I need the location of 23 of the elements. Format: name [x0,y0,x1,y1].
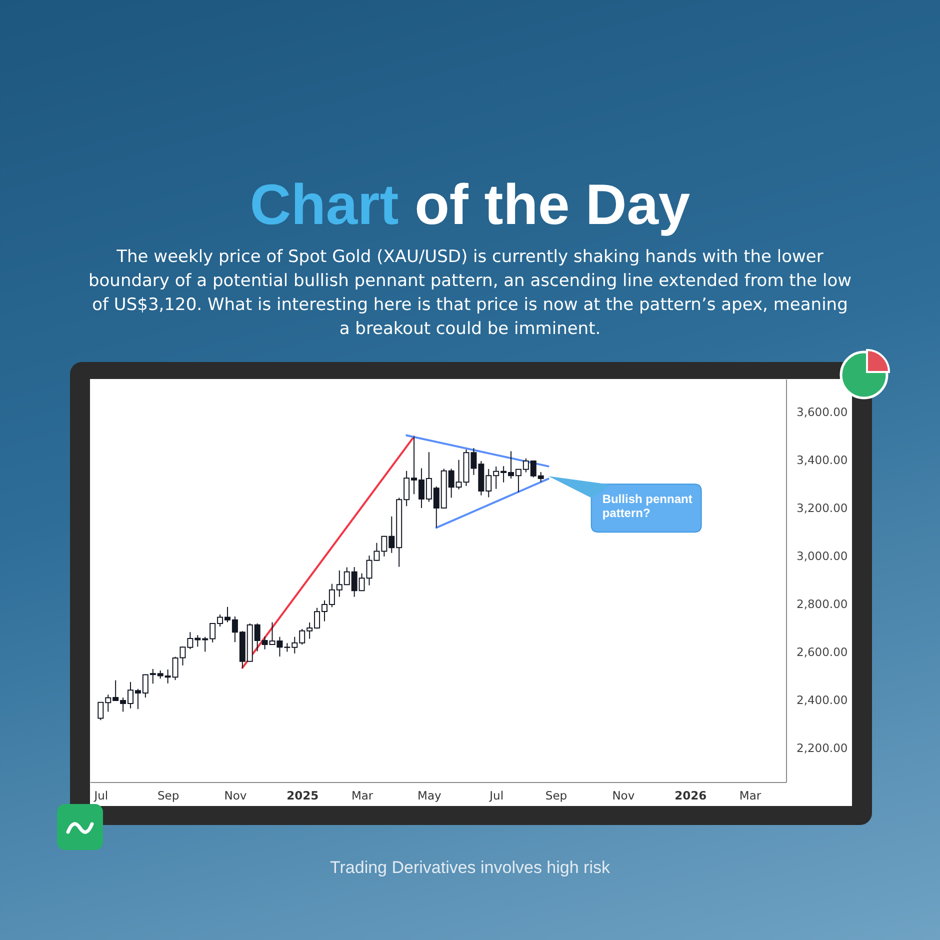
x-tick-label: 2026 [674,788,707,802]
x-tick-label: May [418,788,442,802]
y-tick-label: 3,600.00 [796,405,848,420]
y-tick-label: 2,600.00 [796,644,848,659]
x-tick-label: Mar [739,788,762,802]
y-tick-label: 2,800.00 [796,596,848,611]
y-tick-label: 3,400.00 [796,453,848,468]
x-tick-label: Sep [157,788,180,802]
y-tick-label: 2,200.00 [796,740,848,755]
y-tick-label: 3,000.00 [796,549,848,564]
x-tick-label: Jul [93,788,108,802]
x-tick-label: Jul [488,788,504,802]
text: Trading Derivatives involves high risk [329,858,611,878]
x-tick-label: Nov [612,788,635,802]
x-tick-label: Sep [545,788,568,802]
chart-subtitle: The weekly price of Spot Gold (XAU/USD) is currently shaking hands with the lower boundary of a potential bullish pennant pattern, an ascending line extended from the low of US$3,120. What is interesting here is that price is now at the pattern’s apex, meaning a breakout could be imminent. [87,246,853,341]
x-tick-label: 2025 [286,788,319,802]
y-tick-label: 2,400.00 [796,692,848,707]
x-tick-label: Mar [351,788,374,802]
x-tick-label: Nov [224,788,247,802]
annotation: Bullish pennant pattern? [602,492,692,520]
chart-title: Chart of the Day [248,173,692,237]
y-tick-label: 3,200.00 [796,501,848,516]
